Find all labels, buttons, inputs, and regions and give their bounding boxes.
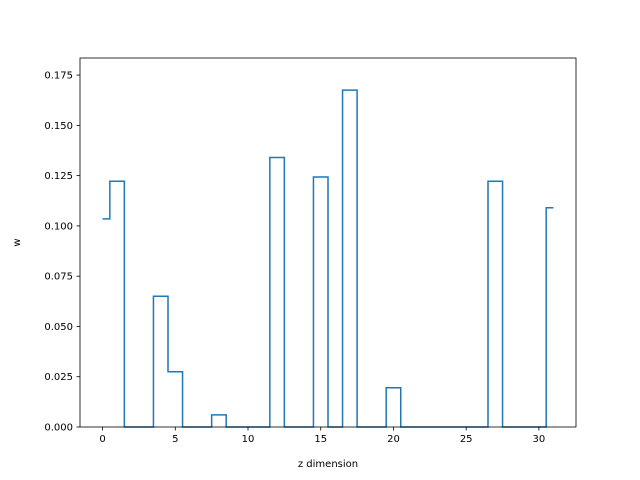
y-axis: 0.000 0.025 0.050 0.075 0.100 0.125 0.150 0.175 bbox=[44, 71, 80, 434]
x-axis-label: z dimension bbox=[298, 459, 358, 470]
y-tick-label: 0.075 bbox=[44, 272, 73, 283]
y-tick-label: 0.125 bbox=[44, 171, 73, 182]
y-tick-label: 0.025 bbox=[44, 372, 73, 383]
y-tick-label: 0.150 bbox=[44, 121, 73, 132]
y-tick-label: 0.000 bbox=[44, 423, 73, 434]
y-tick-label: 0.175 bbox=[44, 71, 73, 82]
x-tick-label: 25 bbox=[460, 434, 473, 445]
y-axis-label: w bbox=[12, 238, 23, 246]
x-tick-label: 5 bbox=[172, 434, 178, 445]
x-tick-label: 20 bbox=[387, 434, 400, 445]
x-axis: 0 5 10 15 20 25 30 bbox=[99, 427, 545, 445]
plot-area bbox=[102, 89, 554, 428]
series-line bbox=[102, 89, 554, 428]
x-tick-label: 15 bbox=[314, 434, 327, 445]
y-tick-label: 0.050 bbox=[44, 322, 73, 333]
x-tick-label: 10 bbox=[242, 434, 255, 445]
x-tick-label: 30 bbox=[533, 434, 546, 445]
x-tick-label: 0 bbox=[99, 434, 105, 445]
y-tick-label: 0.100 bbox=[44, 221, 73, 232]
axes-frame bbox=[79, 57, 577, 428]
